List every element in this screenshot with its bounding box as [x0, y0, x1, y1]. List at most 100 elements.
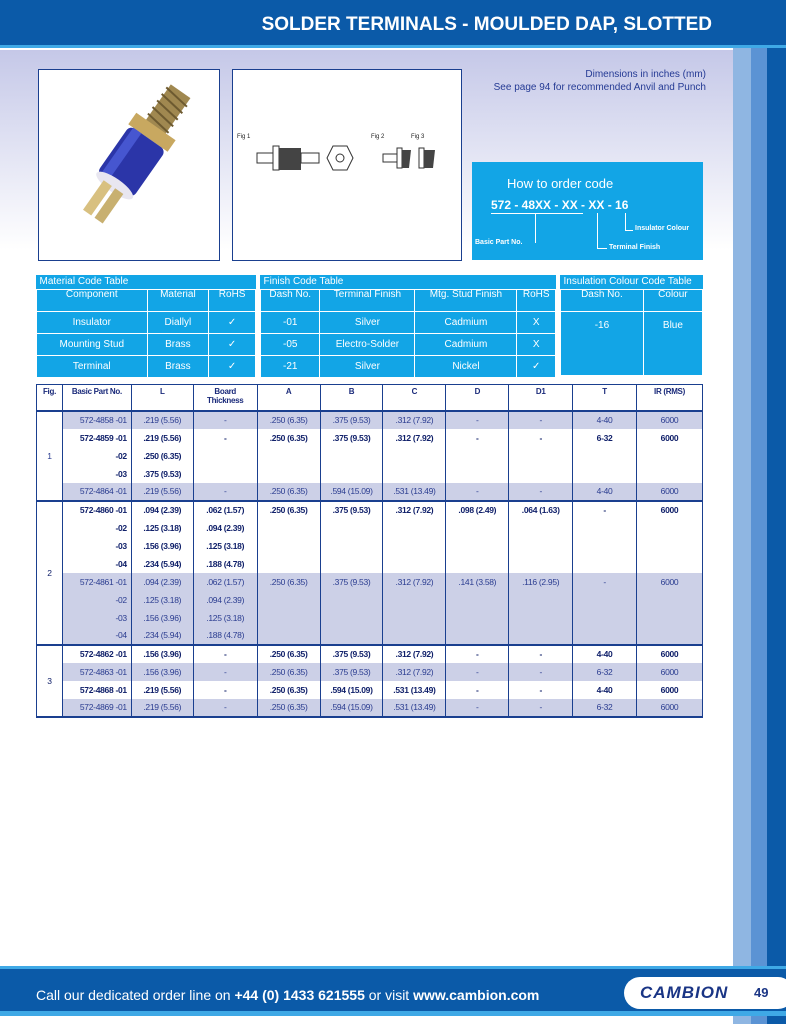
table-row: Insulator Diallyl ✓	[36, 310, 256, 334]
table-cell: -	[508, 482, 574, 501]
table-cell: .312 (7.92)	[382, 662, 447, 681]
table-cell: -	[508, 409, 574, 429]
column-header: Dash No.	[259, 288, 321, 312]
column-header: Dash No.	[560, 288, 644, 312]
table-cell	[636, 554, 703, 573]
table-row: 572-4859 -01.219 (5.56) - .250 (6.35) .375 …	[37, 428, 703, 447]
table-row: -04.234 (5.94) .188 (4.78)	[37, 626, 703, 645]
table-cell: .094 (2.39)	[130, 499, 194, 519]
table-cell: 572-4868 -01	[61, 680, 132, 699]
column-header: RoHS	[516, 288, 556, 312]
table-cell: .250 (6.35)	[256, 499, 321, 519]
table-cell: -03	[61, 464, 132, 483]
table-cell	[319, 554, 384, 573]
table-cell	[572, 626, 638, 645]
table-cell: 6000	[636, 680, 703, 699]
column-header: L	[130, 384, 194, 411]
side-stripe	[767, 0, 786, 1024]
column-header: Board Thickness	[192, 384, 258, 411]
table-cell: Mounting Stud	[36, 332, 148, 356]
table-cell: .375 (9.53)	[319, 409, 384, 429]
table-cell: -	[445, 662, 510, 681]
table-cell: .375 (9.53)	[319, 662, 384, 681]
table-cell	[192, 446, 258, 465]
table-cell: .156 (3.96)	[130, 536, 194, 555]
table-cell: .125 (3.18)	[192, 608, 258, 627]
website-link[interactable]: www.cambion.com	[413, 987, 540, 1003]
table-cell: .250 (6.35)	[256, 643, 321, 663]
table-cell: -	[445, 482, 510, 501]
dimension-notes: Dimensions in inches (mm) See page 94 fo…	[494, 68, 706, 94]
table-cell: 6000	[636, 662, 703, 681]
table-cell: 572-4869 -01	[61, 698, 132, 717]
table-cell: 572-4859 -01	[61, 428, 132, 447]
table-cell	[636, 590, 703, 609]
table-cell: Diallyl	[146, 310, 210, 334]
table-cell	[256, 518, 321, 537]
table-cell: -	[445, 409, 510, 429]
table-cell: Silver	[319, 310, 416, 334]
table-cell	[508, 464, 574, 483]
table-cell: 4-40	[572, 680, 638, 699]
table-cell: Nickel	[414, 354, 518, 378]
table-cell: 6-32	[572, 698, 638, 717]
title-bar	[0, 0, 786, 48]
table-cell: X	[516, 310, 556, 334]
table-cell	[445, 554, 510, 573]
table-cell	[636, 518, 703, 537]
table-cell: .250 (6.35)	[256, 698, 321, 717]
table-cell	[256, 608, 321, 627]
table-cell: -	[445, 698, 510, 717]
table-cell: 6000	[636, 409, 703, 429]
table-cell: -01	[259, 310, 321, 334]
table-cell: .234 (5.94)	[130, 626, 194, 645]
table-cell: -	[508, 428, 574, 447]
table-cell: .219 (5.56)	[130, 482, 194, 501]
table-cell: -	[192, 428, 258, 447]
column-header: C	[382, 384, 447, 411]
insulation-colour-table: Insulation Colour Code Table Dash No. Colo…	[560, 275, 704, 378]
table-cell: .219 (5.56)	[130, 698, 194, 717]
table-cell: .375 (9.53)	[319, 643, 384, 663]
table-cell	[256, 554, 321, 573]
table-cell: Cadmium	[414, 332, 518, 356]
table-cell	[572, 464, 638, 483]
table-cell: .531 (13.49)	[382, 680, 447, 699]
table-cell: Brass	[146, 354, 210, 378]
fig-cell: 2	[36, 499, 63, 645]
table-cell	[382, 626, 447, 645]
table-cell: 572-4858 -01	[61, 409, 132, 429]
table-cell	[636, 446, 703, 465]
table-cell	[445, 518, 510, 537]
table-row: 2 572-4860 -01.094 (2.39) .062 (1.57) .250 …	[36, 499, 703, 645]
order-code: 572 - 48XX - XX - XX - 16	[491, 198, 629, 212]
table-row: 1 572-4858 -01.219 (5.56) - .250 (6.35) .375…	[36, 409, 703, 501]
fig-cell: 1	[36, 409, 63, 501]
table-cell: .094 (2.39)	[192, 518, 258, 537]
table-cell	[256, 536, 321, 555]
table-cell: Electro-Solder	[319, 332, 416, 356]
table-row: 572-4861 -01.094 (2.39) .062 (1.57) .250 (…	[37, 572, 703, 591]
column-header: A	[256, 384, 321, 411]
table-cell	[445, 608, 510, 627]
table-cell	[636, 626, 703, 645]
table-cell	[636, 608, 703, 627]
table-cell: .098 (2.49)	[445, 499, 510, 519]
table-row: -01 Silver Cadmium X	[259, 310, 556, 334]
table-cell: 6000	[636, 482, 703, 501]
table-cell: ✓	[516, 354, 556, 378]
table-cell	[572, 518, 638, 537]
table-cell: .375 (9.53)	[130, 464, 194, 483]
table-cell: Insulator	[36, 310, 148, 334]
table-cell: 6000	[636, 499, 703, 519]
table-cell	[319, 518, 384, 537]
table-cell: .250 (6.35)	[256, 572, 321, 591]
material-table-title: Material Code Table	[39, 276, 129, 288]
table-cell	[192, 464, 258, 483]
table-cell: .250 (6.35)	[256, 428, 321, 447]
table-cell: -02	[61, 590, 132, 609]
table-cell	[319, 608, 384, 627]
table-cell: 6000	[636, 643, 703, 663]
table-row: -02.250 (6.35)	[37, 446, 703, 465]
table-cell: ✓	[208, 354, 256, 378]
